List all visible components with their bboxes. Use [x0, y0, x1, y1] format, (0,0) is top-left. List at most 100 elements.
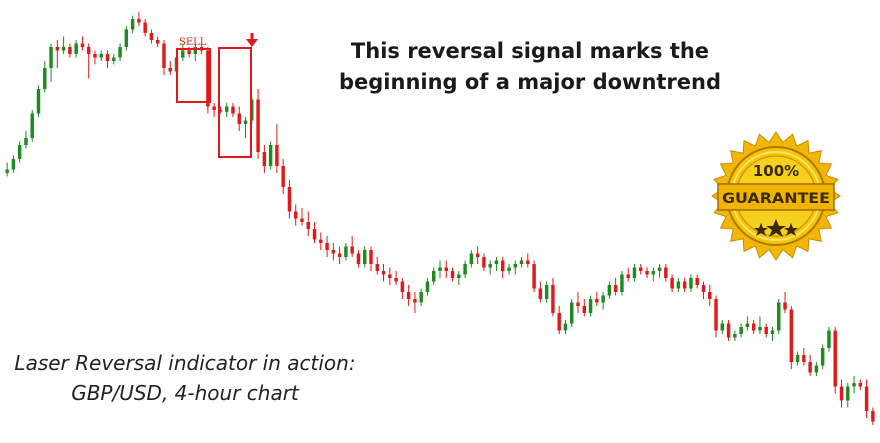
- candle: [457, 271, 461, 285]
- candle: [155, 36, 160, 47]
- candle-body: [714, 299, 718, 331]
- candle: [563, 320, 568, 334]
- candle-body: [538, 288, 543, 299]
- candle-body: [432, 271, 436, 282]
- candle-body: [664, 267, 668, 278]
- candle-body: [400, 281, 405, 292]
- candle: [306, 211, 310, 236]
- candle-body: [846, 386, 850, 401]
- candle: [118, 43, 122, 61]
- candle-body: [532, 264, 536, 289]
- candle: [632, 264, 637, 282]
- candle-body: [149, 33, 154, 40]
- candle-body: [224, 106, 229, 112]
- candle-body: [162, 43, 166, 68]
- candle-body: [105, 54, 110, 61]
- candle: [858, 379, 863, 390]
- candle: [369, 246, 373, 271]
- candle: [607, 281, 612, 299]
- candle-body: [745, 323, 750, 327]
- candle: [300, 208, 304, 226]
- candle: [695, 274, 699, 289]
- candle: [570, 299, 574, 327]
- candle-body: [325, 243, 329, 250]
- candle-body: [5, 169, 9, 173]
- candle: [871, 407, 875, 425]
- candle-body: [827, 330, 831, 348]
- candle-body: [595, 299, 599, 303]
- candle-body: [268, 145, 273, 166]
- candle-body: [852, 383, 856, 387]
- candle: [814, 362, 819, 376]
- candle: [626, 267, 630, 282]
- candle-body: [419, 292, 423, 303]
- headline-line-2: beginning of a major downtrend: [338, 70, 722, 94]
- candle: [312, 222, 317, 243]
- candle-body: [645, 271, 649, 275]
- candle: [513, 260, 518, 275]
- candle-body: [758, 327, 762, 331]
- candle: [538, 281, 543, 303]
- candle: [519, 257, 524, 268]
- candle-body: [362, 250, 367, 264]
- candle-body: [406, 292, 411, 299]
- candle: [770, 327, 775, 341]
- candle-body: [17, 145, 22, 159]
- candle: [99, 50, 103, 61]
- candle: [130, 15, 135, 33]
- candle: [68, 43, 72, 58]
- badge-stars-icon: [754, 219, 798, 237]
- candle-body: [582, 306, 587, 313]
- candle: [507, 264, 511, 275]
- candle-body: [488, 264, 492, 268]
- candle: [419, 288, 423, 306]
- candle-body: [93, 54, 97, 58]
- candle: [463, 260, 467, 278]
- candle: [319, 232, 323, 250]
- candle-body: [319, 239, 323, 243]
- candle-body: [563, 323, 568, 331]
- candle: [657, 264, 662, 278]
- candle: [582, 299, 587, 317]
- candle: [61, 36, 66, 54]
- candle: [406, 285, 411, 306]
- down-arrow-icon: [246, 33, 258, 47]
- candle: [795, 351, 800, 366]
- candle: [400, 278, 405, 299]
- candle: [764, 323, 768, 338]
- candle: [262, 145, 267, 173]
- candle: [613, 278, 618, 296]
- candle: [275, 124, 279, 173]
- candle: [827, 327, 831, 352]
- candle: [758, 316, 762, 334]
- candle: [137, 12, 141, 26]
- candle: [783, 292, 787, 313]
- candle-body: [30, 113, 34, 138]
- candle-body: [143, 22, 147, 33]
- candle: [488, 260, 492, 275]
- candle-body: [181, 50, 185, 58]
- candle-body: [337, 253, 342, 257]
- candle: [149, 29, 154, 44]
- candle: [651, 267, 656, 282]
- candle: [86, 43, 91, 79]
- candle: [36, 85, 41, 117]
- candle-body: [864, 386, 869, 411]
- candle-body: [155, 40, 160, 44]
- candle: [388, 267, 392, 285]
- candle-body: [657, 267, 662, 271]
- candle-body: [275, 145, 279, 166]
- candle: [864, 379, 869, 418]
- candle-body: [557, 313, 561, 331]
- candle-body: [306, 222, 310, 229]
- candle: [444, 260, 448, 278]
- candle-body: [588, 299, 593, 313]
- candle-body: [344, 246, 348, 257]
- candle: [243, 117, 248, 138]
- candle-body: [777, 302, 781, 331]
- candle: [143, 19, 147, 37]
- candle: [751, 320, 756, 334]
- candle: [212, 103, 216, 117]
- candle: [532, 260, 536, 292]
- candle-body: [871, 411, 875, 422]
